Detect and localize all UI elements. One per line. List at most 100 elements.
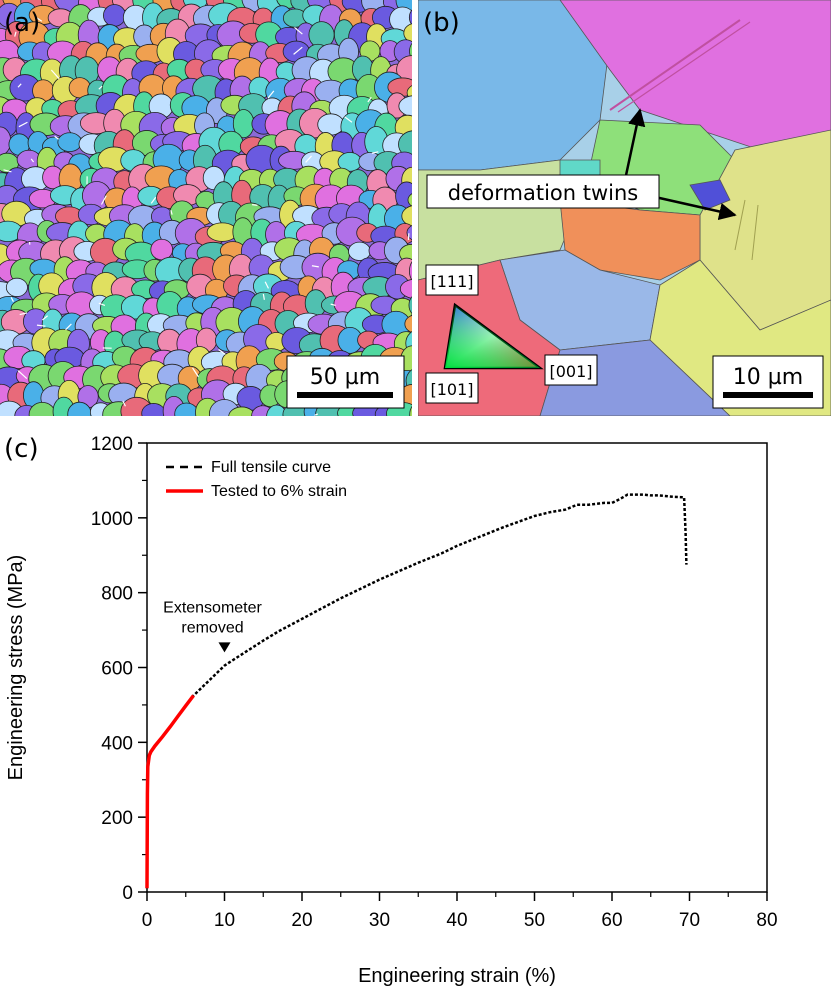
twin-boundary	[170, 210, 173, 215]
grain	[207, 425, 227, 443]
twin-boundary	[330, 303, 336, 307]
twin-boundary	[267, 90, 275, 99]
grain	[402, 418, 426, 441]
grain	[141, 403, 166, 416]
twin-boundary	[311, 265, 319, 268]
panel-c-letter: (c)	[4, 434, 39, 464]
y-tick-label: 1000	[91, 509, 133, 530]
legend-label: Tested to 6% strain	[211, 483, 347, 500]
twin-boundary	[367, 96, 372, 103]
annotation-line-2: removed	[181, 619, 243, 636]
x-tick-label: 70	[679, 910, 700, 931]
panel-b-letter: (b)	[423, 8, 460, 38]
panel-a-letter: (a)	[4, 8, 40, 38]
legend-label: Full tensile curve	[211, 459, 331, 476]
ipf-label-101: [101]	[430, 380, 473, 399]
grain	[5, 277, 28, 297]
twin-arrow-2	[654, 195, 737, 221]
twin-boundary	[192, 367, 199, 378]
grain	[404, 315, 412, 333]
grain	[409, 261, 412, 281]
twin-boundary	[98, 302, 106, 306]
grain	[56, 419, 88, 447]
grain	[67, 401, 92, 416]
twin-arrow-1	[623, 108, 646, 181]
annotation-marker	[218, 642, 231, 653]
scale-bar-a-line	[297, 392, 393, 398]
y-tick-label: 600	[101, 659, 133, 680]
grain	[310, 421, 338, 448]
twin-boundary	[344, 116, 353, 123]
x-tick-label: 30	[369, 910, 390, 931]
twin-boundary	[19, 312, 28, 316]
grain	[103, 4, 126, 27]
twin-boundary	[294, 26, 303, 35]
grain	[344, 419, 371, 440]
twin-boundary	[50, 69, 60, 80]
grain	[387, 77, 412, 97]
grain	[398, 130, 412, 159]
grain	[169, 417, 192, 441]
x-tick-label: 40	[446, 910, 467, 931]
twin-boundary	[65, 323, 72, 331]
grain	[57, 132, 82, 152]
twin-boundary	[42, 315, 49, 321]
x-tick-label: 60	[601, 910, 622, 931]
grain	[317, 113, 345, 136]
grain	[277, 421, 304, 440]
scale-bar-b-line	[723, 392, 813, 398]
twin-boundary	[14, 31, 17, 37]
twin-boundary	[17, 83, 22, 88]
twin-boundary	[36, 324, 46, 327]
twin-boundary	[100, 195, 107, 205]
twin-boundary	[18, 121, 28, 128]
twin-annotation: deformation twins	[426, 108, 737, 221]
twin-boundary	[314, 413, 319, 416]
grain	[407, 193, 412, 207]
grain	[401, 205, 412, 227]
ipf-label-111: [111]	[430, 272, 473, 291]
y-tick-label: 200	[101, 808, 133, 829]
twin-boundary	[264, 281, 269, 289]
chart-annotation: Extensometer removed	[163, 599, 263, 653]
ebsd-map-a	[0, 0, 426, 449]
chart-legend: Full tensile curve Tested to 6% strain	[166, 459, 347, 500]
twin-boundary	[17, 370, 28, 379]
twin-boundary	[218, 348, 226, 355]
grain	[403, 23, 412, 43]
chart-series	[145, 493, 688, 889]
grain	[174, 402, 199, 416]
x-tick-label: 50	[524, 910, 545, 931]
y-tick-label: 1200	[91, 434, 133, 455]
y-tick-label: 800	[101, 584, 133, 605]
scale-bar-a-label: 50 µm	[310, 365, 380, 390]
twin-boundary	[54, 135, 59, 140]
y-tick-label: 0	[122, 883, 133, 904]
grain	[42, 420, 63, 443]
grain	[408, 9, 412, 26]
twin-boundary	[305, 155, 312, 163]
series-line-1	[145, 493, 688, 889]
grain	[399, 278, 412, 299]
grain	[28, 401, 56, 416]
grain	[256, 425, 284, 445]
grain	[185, 424, 210, 442]
twin-boundary	[150, 196, 157, 204]
grain	[409, 405, 412, 416]
twin-boundary	[34, 16, 43, 22]
grain	[409, 42, 412, 60]
annotation-line-1: Extensometer	[163, 599, 262, 616]
grain	[362, 420, 394, 449]
twin-boundary	[293, 46, 303, 55]
grain	[386, 424, 412, 444]
ipf-color-key: [111] [001] [101]	[425, 264, 598, 404]
twin-boundary	[252, 204, 258, 206]
scale-bar-b: 10 µm	[712, 355, 824, 409]
ipf-label-001: [001]	[549, 362, 592, 381]
grain	[250, 415, 255, 416]
x-tick-label: 10	[214, 910, 235, 931]
grain	[150, 421, 178, 442]
y-tick-label: 400	[101, 733, 133, 754]
